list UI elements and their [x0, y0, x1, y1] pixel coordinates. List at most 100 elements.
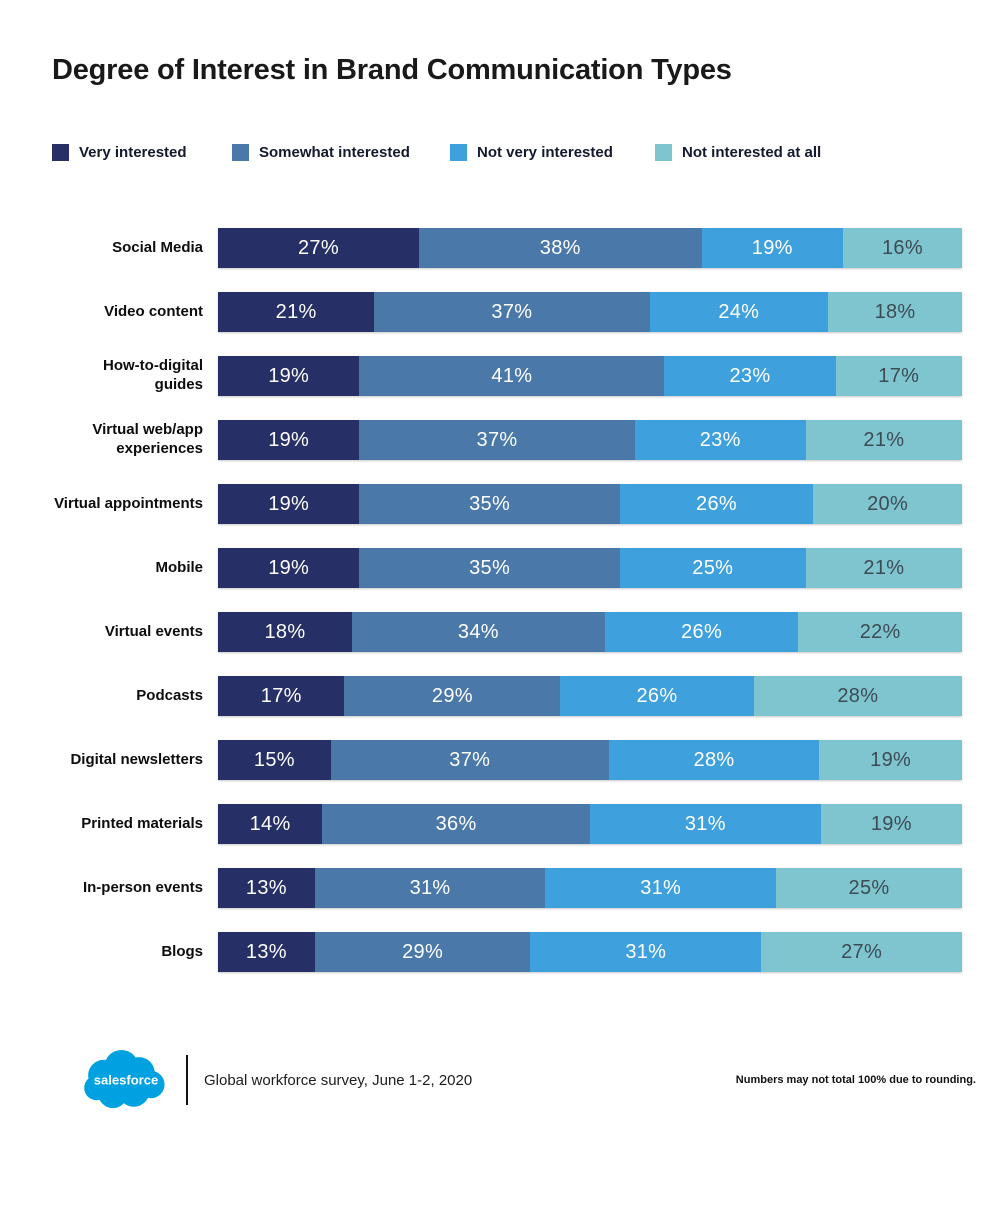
category-label: Virtual appointments [54, 494, 203, 512]
bar-segment: 19% [701, 228, 843, 268]
category-label: Printed materials [81, 814, 203, 832]
chart-row: Video content 21% 37% 24% 18% [52, 292, 962, 332]
chart-row: Podcasts 17% 29% 26% 28% [52, 676, 962, 716]
bar-segment: 36% [322, 804, 590, 844]
category-label: In-person events [82, 878, 203, 896]
legend-label: Not very interested [477, 144, 613, 161]
bar-segment: 19% [819, 740, 962, 780]
bar-segment: 14% [218, 804, 323, 844]
bar-segment: 35% [359, 548, 620, 588]
bar-segment: 37% [374, 292, 650, 332]
legend-item-very-interested: Very interested [52, 144, 232, 161]
bar-segment: 38% [418, 228, 702, 268]
legend-label: Not interested at all [682, 144, 822, 161]
bar-segment: 27% [218, 228, 419, 268]
stacked-bar: 13% 31% 31% 25% [218, 868, 962, 908]
legend-swatch-somewhat-interested [232, 144, 249, 161]
bar-segment: 19% [820, 804, 962, 844]
bar-segment: 31% [590, 804, 821, 844]
bar-segment: 18% [218, 612, 352, 652]
stacked-bar: 19% 35% 25% 21% [218, 548, 962, 588]
bar-segment: 41% [359, 356, 665, 396]
bar-segment: 20% [813, 484, 962, 524]
legend-item-somewhat-interested: Somewhat interested [232, 144, 450, 161]
bar-segment: 23% [634, 420, 806, 460]
stacked-bar: 19% 37% 23% 21% [218, 420, 962, 460]
chart: Social Media 27% 38% 19% 16% Video content 21%… [52, 228, 963, 972]
bar-segment: 13% [218, 868, 315, 908]
bar-segment: 19% [218, 484, 360, 524]
stacked-bar: 21% 37% 24% 18% [218, 292, 962, 332]
chart-row: Virtual appointments 19% 35% 26% 20% [52, 484, 962, 524]
stacked-bar: 15% 37% 28% 19% [218, 740, 962, 780]
stacked-bar: 13% 29% 31% 27% [218, 932, 962, 972]
salesforce-logo: salesforce [84, 1049, 165, 1109]
stacked-bar: 18% 34% 26% 22% [218, 612, 962, 652]
category-label: Mobile [155, 558, 204, 576]
category-label: Blogs [161, 942, 203, 960]
bar-segment: 21% [218, 292, 375, 332]
bar-segment: 31% [530, 932, 762, 972]
category-label: Podcasts [136, 686, 203, 704]
bar-segment: 37% [359, 420, 635, 460]
chart-row: Mobile 19% 35% 25% 21% [52, 548, 962, 588]
stacked-bar: 19% 35% 26% 20% [218, 484, 962, 524]
footer-divider [186, 1055, 188, 1105]
legend-item-not-very-interested: Not very interested [450, 144, 655, 161]
source-text: Global workforce survey, June 1-2, 2020 [204, 1071, 473, 1089]
bar-segment: 25% [619, 548, 806, 588]
chart-row: Blogs 13% 29% 31% 27% [52, 932, 962, 972]
bar-segment: 27% [761, 932, 962, 972]
legend-label: Very interested [79, 144, 187, 161]
bar-segment: 26% [560, 676, 754, 716]
bar-segment: 24% [649, 292, 829, 332]
legend: Very interested Somewhat interested Not … [52, 144, 1000, 161]
legend-label: Somewhat interested [259, 144, 410, 161]
legend-swatch-not-very-interested [450, 144, 467, 161]
legend-item-not-interested-at-all: Not interested at all [655, 144, 821, 161]
stacked-bar: 14% 36% 31% 19% [218, 804, 962, 844]
legend-swatch-very-interested [52, 144, 69, 161]
page-title: Degree of Interest in Brand Communicatio… [52, 54, 732, 86]
bar-segment: 21% [805, 548, 962, 588]
bar-segment: 21% [805, 420, 962, 460]
category-label: Digital newsletters [70, 750, 203, 768]
bar-segment: 31% [314, 868, 546, 908]
bar-segment: 28% [608, 740, 820, 780]
category-label: How-to-digital guides [103, 357, 203, 393]
bar-segment: 19% [218, 548, 360, 588]
stacked-bar: 27% 38% 19% 16% [218, 228, 962, 268]
bar-segment: 29% [314, 932, 531, 972]
category-label: Virtual web/app experiences [92, 421, 203, 457]
bar-segment: 18% [828, 292, 962, 332]
bar-segment: 28% [753, 676, 962, 716]
bar-segment: 19% [218, 356, 360, 396]
category-label: Social Media [112, 238, 203, 256]
category-label: Virtual events [104, 622, 203, 640]
legend-swatch-not-interested-at-all [655, 144, 672, 161]
bar-segment: 19% [218, 420, 360, 460]
stacked-bar: 17% 29% 26% 28% [218, 676, 962, 716]
bar-segment: 22% [798, 612, 962, 652]
bar-segment: 16% [842, 228, 962, 268]
chart-row: Virtual web/app experiences 19% 37% 23% 21% [52, 420, 962, 460]
chart-row: How-to-digital guides 19% 41% 23% 17% [52, 356, 963, 396]
salesforce-logo-text: salesforce [94, 1073, 159, 1088]
bar-segment: 17% [218, 676, 345, 716]
bar-segment: 25% [776, 868, 962, 908]
stacked-bar: 19% 41% 23% 17% [218, 356, 963, 396]
chart-row: Digital newsletters 15% 37% 28% 19% [52, 740, 962, 780]
bar-segment: 26% [619, 484, 814, 524]
chart-row: Printed materials 14% 36% 31% 19% [52, 804, 962, 844]
footer: salesforce Global workforce survey, June… [80, 1048, 976, 1112]
rounding-note: Numbers may not total 100% due to roundi… [735, 1074, 976, 1086]
bar-segment: 17% [835, 356, 963, 396]
category-label: Video content [104, 302, 203, 320]
bar-segment: 35% [359, 484, 620, 524]
bar-segment: 29% [344, 676, 561, 716]
chart-row: Virtual events 18% 34% 26% 22% [52, 612, 962, 652]
bar-segment: 26% [604, 612, 799, 652]
bar-segment: 31% [545, 868, 776, 908]
bar-segment: 15% [218, 740, 331, 780]
chart-row: In-person events 13% 31% 31% 25% [52, 868, 962, 908]
